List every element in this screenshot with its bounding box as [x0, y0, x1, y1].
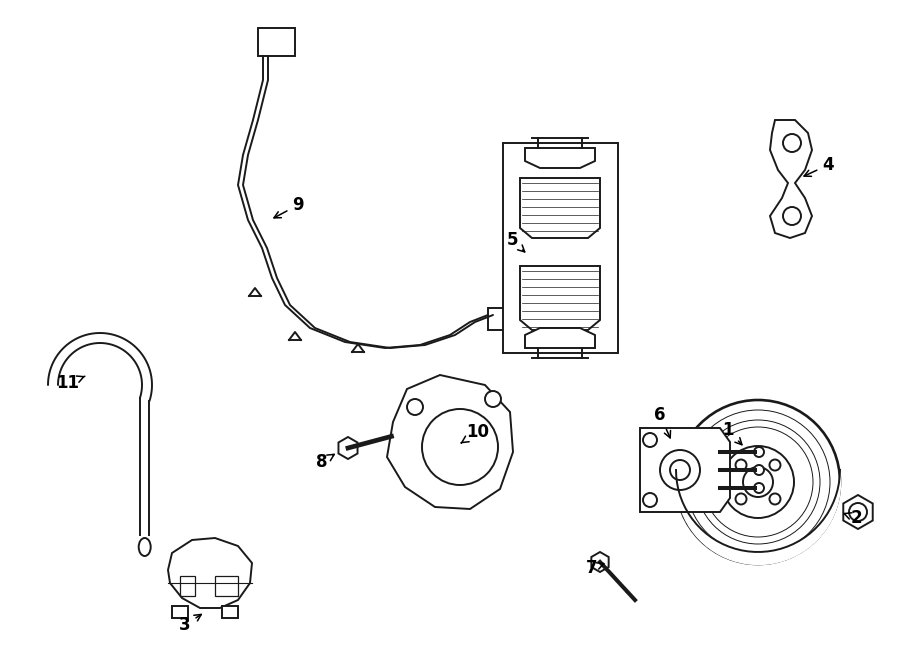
Ellipse shape [139, 538, 150, 556]
Text: 10: 10 [461, 423, 490, 443]
Circle shape [407, 399, 423, 415]
Circle shape [735, 494, 746, 504]
Text: 4: 4 [804, 156, 833, 176]
Circle shape [770, 459, 780, 471]
Circle shape [676, 400, 840, 564]
Bar [258, 28, 295, 56]
Circle shape [643, 433, 657, 447]
Circle shape [643, 493, 657, 507]
Polygon shape [520, 266, 600, 330]
Polygon shape [222, 606, 238, 618]
Polygon shape [640, 428, 730, 512]
Polygon shape [525, 328, 595, 348]
Circle shape [754, 447, 764, 457]
Polygon shape [338, 437, 357, 459]
Circle shape [722, 446, 794, 518]
Text: 6: 6 [654, 406, 670, 438]
Circle shape [735, 459, 746, 471]
Text: 11: 11 [57, 374, 85, 392]
Circle shape [743, 467, 773, 497]
Text: 3: 3 [179, 615, 202, 634]
Circle shape [422, 409, 498, 485]
Bar [488, 308, 516, 330]
Polygon shape [770, 120, 812, 238]
Text: 8: 8 [316, 453, 334, 471]
Circle shape [670, 460, 690, 480]
Bar [503, 143, 618, 353]
Text: 5: 5 [506, 231, 525, 252]
Polygon shape [172, 606, 188, 618]
Circle shape [485, 391, 501, 407]
Circle shape [754, 483, 764, 493]
Circle shape [660, 450, 700, 490]
Circle shape [849, 503, 867, 521]
Circle shape [770, 494, 780, 504]
Polygon shape [520, 178, 600, 238]
Text: 1: 1 [722, 421, 742, 445]
Text: 7: 7 [586, 559, 604, 577]
Polygon shape [168, 538, 252, 608]
Polygon shape [591, 552, 608, 572]
Polygon shape [387, 375, 513, 509]
Polygon shape [525, 148, 595, 168]
Polygon shape [843, 495, 873, 529]
Circle shape [783, 207, 801, 225]
Text: 2: 2 [844, 509, 862, 527]
Circle shape [783, 134, 801, 152]
Text: 9: 9 [274, 196, 304, 218]
Circle shape [754, 465, 764, 475]
